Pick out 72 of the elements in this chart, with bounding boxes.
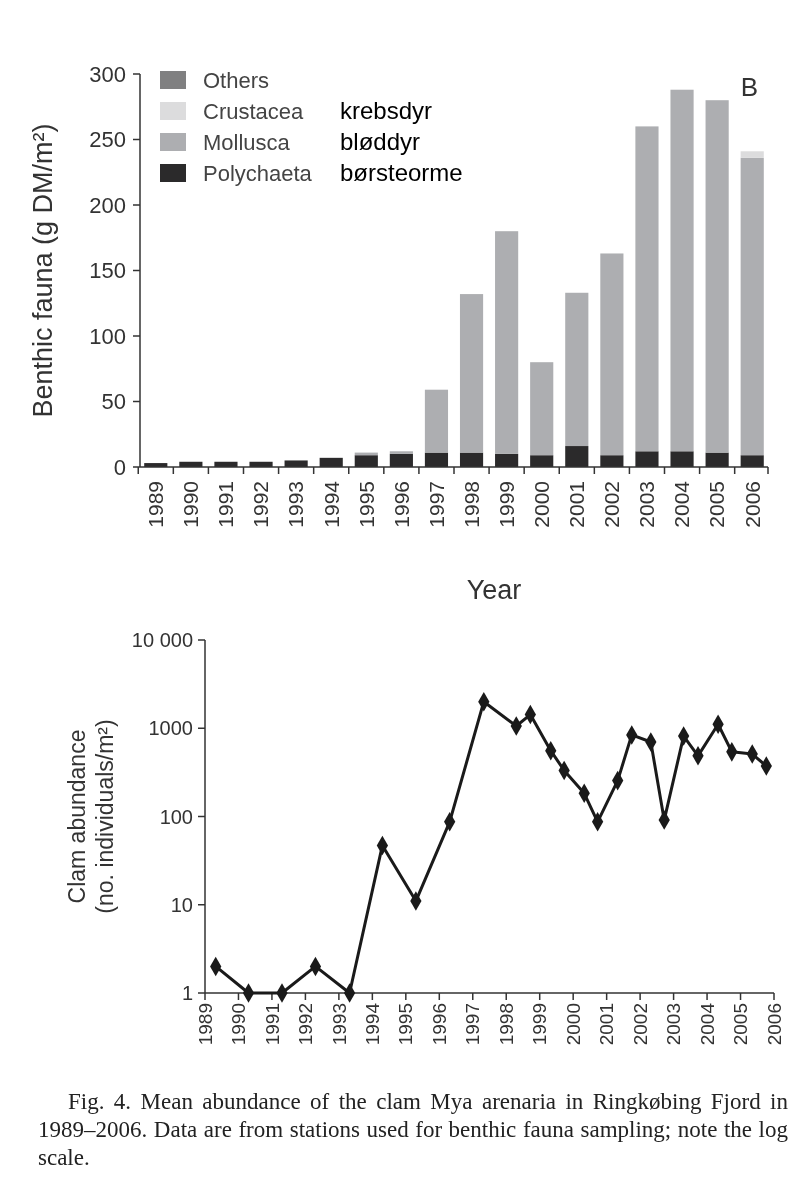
- x-tick-label: 1993: [284, 481, 308, 528]
- x-tick-label: 2001: [596, 1003, 618, 1046]
- x-tick-label: 1991: [214, 481, 238, 528]
- x-tick-label: 2003: [663, 1003, 685, 1046]
- y-tick-label: 200: [89, 192, 126, 218]
- y-tick-label: 100: [89, 323, 126, 349]
- y-axis-title: Benthic fauna (g DM/m²): [28, 123, 58, 418]
- x-tick-label: 1996: [389, 481, 413, 528]
- y-tick-label: 0: [113, 454, 126, 480]
- y-tick-label: 10: [170, 893, 193, 916]
- x-tick-label: 1989: [194, 1003, 216, 1046]
- bar: [389, 451, 413, 454]
- y-tick-label: 1000: [148, 717, 193, 740]
- annotation: B: [740, 72, 758, 102]
- x-tick-label: 1992: [295, 1003, 317, 1046]
- x-tick-label: 2002: [600, 481, 624, 528]
- x-tick-label: 2005: [730, 1003, 752, 1046]
- legend-label: Crustacea: [203, 99, 305, 124]
- y-tick-label: 250: [89, 127, 126, 153]
- annotation: bløddyr: [340, 128, 421, 155]
- bar: [670, 89, 694, 452]
- bar: [565, 292, 589, 447]
- bar: [424, 389, 449, 453]
- x-tick-label: 1992: [249, 481, 273, 528]
- y-tick-label: 300: [89, 61, 126, 87]
- bar: [600, 253, 624, 456]
- x-tick-label: 1994: [362, 1002, 383, 1046]
- bar: [740, 157, 764, 456]
- legend-label: Mollusca: [203, 130, 291, 155]
- bar: [459, 294, 484, 453]
- x-axis-title: Year: [466, 575, 522, 605]
- annotation: krebsdyr: [340, 97, 433, 124]
- caption: Fig. 4. Mean abundance of the clam Mya arenaria in Ringkøbing Fjord in 1989–2006. Data are from stations used for benthic fauna sampling; note the log scale.: [38, 1088, 788, 1172]
- x-tick-label: 1993: [328, 1003, 350, 1046]
- bar: [530, 362, 554, 456]
- x-tick-label: 2001: [565, 481, 589, 528]
- x-tick-label: 2004: [670, 480, 694, 528]
- legend-label: Others: [203, 68, 270, 93]
- x-tick-label: 2002: [629, 1003, 651, 1046]
- legend-label: Polychaeta: [203, 161, 313, 186]
- x-tick-label: 1997: [424, 481, 448, 528]
- x-tick-label: 1999: [494, 481, 518, 528]
- x-tick-label: 2006: [763, 1003, 785, 1046]
- y-tick-label: 1: [181, 982, 193, 1004]
- x-tick-label: 1996: [428, 1003, 450, 1046]
- y-tick-label: 150: [89, 258, 126, 284]
- x-tick-label: 1998: [495, 1003, 517, 1046]
- bar: [495, 231, 519, 454]
- x-tick-label: 1997: [462, 1003, 484, 1046]
- bar: [705, 100, 729, 453]
- annotation: børsteorme: [340, 159, 463, 186]
- x-tick-label: 2004: [696, 1002, 718, 1046]
- x-tick-label: 1994: [319, 480, 343, 528]
- x-tick-label: 2006: [740, 481, 764, 528]
- y-tick-label: 10 000: [131, 629, 193, 651]
- x-tick-label: 2000: [562, 1003, 584, 1046]
- x-tick-label: 1995: [395, 1003, 417, 1046]
- x-tick-label: 2003: [635, 481, 659, 528]
- y-tick-label: 100: [159, 805, 193, 828]
- x-tick-label: 1990: [179, 481, 203, 528]
- x-tick-label: 1999: [529, 1003, 551, 1046]
- x-tick-label: 1998: [459, 481, 483, 528]
- x-tick-label: 2005: [705, 481, 729, 528]
- x-tick-label: 1990: [228, 1003, 250, 1046]
- y-tick-label: 50: [101, 389, 126, 415]
- bar: [635, 126, 659, 452]
- x-tick-label: 1995: [354, 481, 378, 528]
- x-tick-label: 1989: [144, 481, 168, 528]
- x-tick-label: 1991: [261, 1003, 283, 1046]
- bar: [740, 151, 764, 158]
- x-tick-label: 2000: [530, 481, 554, 528]
- y-axis-title: Clam abundance (no. individuals/m²): [64, 719, 118, 914]
